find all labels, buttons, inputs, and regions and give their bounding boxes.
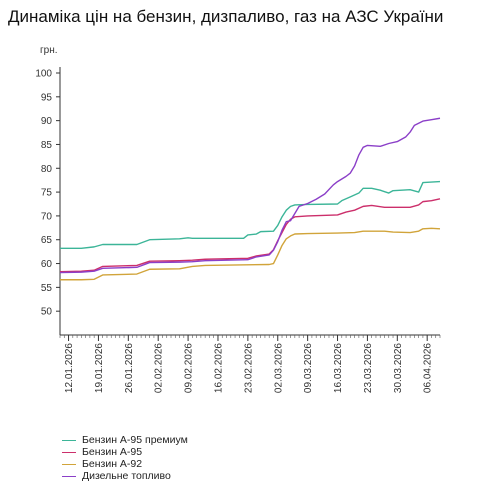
legend-swatch — [62, 463, 76, 465]
x-tick-label: 06.04.2026 — [423, 343, 434, 393]
y-tick-label: 70 — [41, 211, 53, 222]
x-tick-label: 09.03.2026 — [303, 343, 314, 393]
y-tick-label: 95 — [41, 92, 53, 103]
x-tick-label: 19.01.2026 — [94, 343, 105, 393]
y-tick-label: 75 — [41, 188, 53, 199]
x-tick-label: 12.01.2026 — [64, 343, 75, 393]
legend-label: Бензин А-95 премиум — [82, 434, 188, 446]
x-tick-label: 26.01.2026 — [124, 343, 135, 393]
y-tick-label: 50 — [41, 307, 53, 318]
legend-swatch — [62, 439, 76, 441]
y-tick-label: 65 — [41, 235, 53, 246]
y-tick-label: 60 — [41, 259, 53, 270]
series-line-4 — [59, 117, 441, 274]
legend-item[interactable]: Бензин А-95 премиум — [62, 434, 188, 446]
y-axis-unit-label: грн. — [40, 45, 58, 56]
y-tick-label: 90 — [41, 116, 53, 127]
y-tick-label: 80 — [41, 164, 53, 175]
y-tick-label: 100 — [35, 69, 52, 80]
legend-label: Бензин А-95 — [82, 446, 143, 458]
x-tick-label: 16.03.2026 — [333, 343, 344, 393]
legend-item[interactable]: Дизельне топливо — [62, 470, 188, 482]
x-tick-label: 30.03.2026 — [393, 343, 404, 393]
legend-item[interactable]: Бензин А-95 — [62, 446, 188, 458]
legend-label: Бензин А-92 — [82, 458, 143, 470]
y-tick-label: 85 — [41, 140, 53, 151]
y-tick-label: 55 — [41, 283, 53, 294]
legend-item[interactable]: Бензин А-92 — [62, 458, 188, 470]
chart-legend: Бензин А-95 премиум Бензин А-95 Бензин А-9… — [62, 434, 188, 482]
x-tick-label: 16.02.2026 — [213, 343, 224, 393]
x-tick-label: 23.02.2026 — [243, 343, 254, 393]
chart-title: Динаміка цін на бензин, дизпаливо, газ н… — [8, 7, 444, 26]
series-line-3 — [60, 227, 441, 281]
legend-swatch — [62, 475, 76, 477]
series-line-1 — [60, 180, 441, 250]
x-tick-label: 02.02.2026 — [154, 343, 165, 393]
series-line-2 — [59, 198, 441, 273]
x-tick-label: 23.03.2026 — [363, 343, 374, 393]
legend-label: Дизельне топливо — [82, 470, 171, 482]
legend-swatch — [62, 451, 76, 453]
x-tick-label: 02.03.2026 — [273, 343, 284, 393]
x-tick-label: 09.02.2026 — [184, 343, 195, 393]
